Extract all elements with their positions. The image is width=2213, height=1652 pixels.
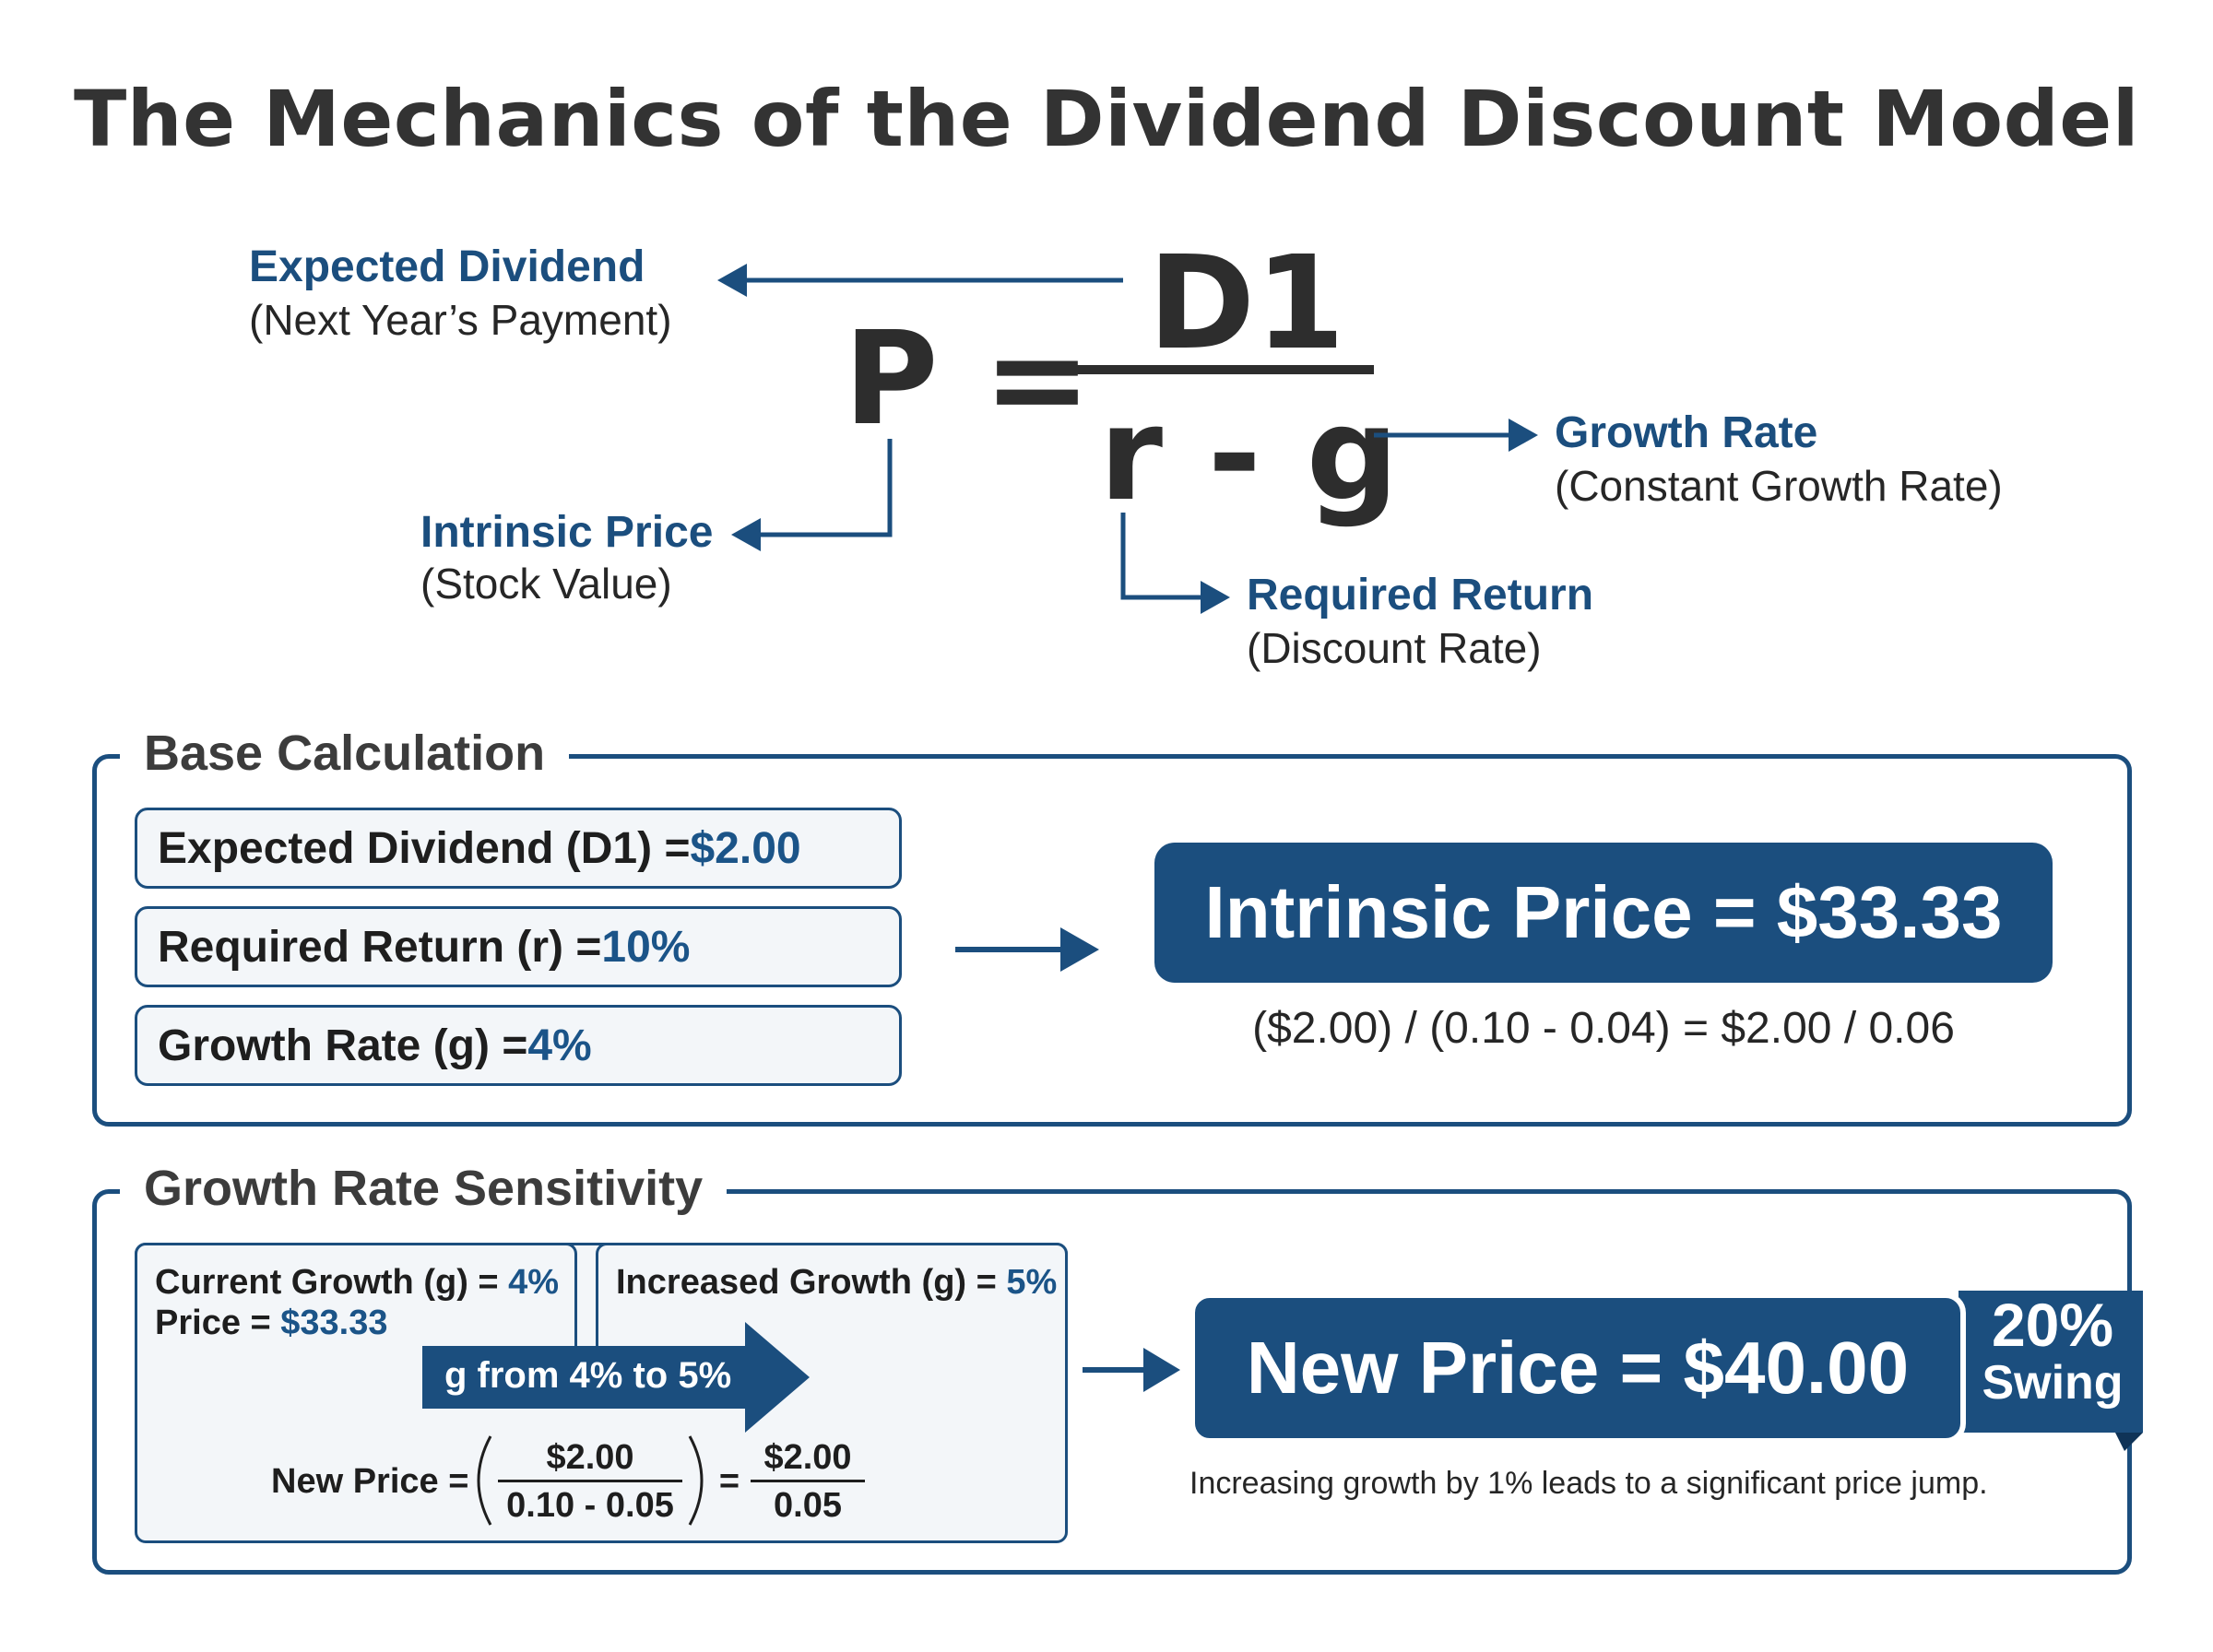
growth-rate-sub: (Constant Growth Rate) — [1555, 462, 2003, 510]
intrinsic-price-sub: (Stock Value) — [420, 560, 672, 608]
fraction2-numerator: $2.00 — [763, 1438, 852, 1477]
fraction2-bar — [751, 1480, 865, 1482]
input-label: Growth Rate (g) = — [158, 1021, 528, 1070]
swing-text: 20% Swing — [1968, 1294, 2137, 1407]
new-price-label: New Price = — [271, 1462, 469, 1501]
input-value: 4% — [527, 1021, 592, 1070]
arrow-right-icon — [955, 927, 1099, 972]
arrow-right-icon — [1509, 419, 1538, 452]
arrow-right-icon — [1083, 1348, 1180, 1392]
expected-dividend-sub: (Next Year’s Payment) — [249, 296, 672, 344]
fraction-bar — [1077, 365, 1374, 374]
intrinsic-price-heading: Intrinsic Price — [420, 508, 714, 557]
input-expected-dividend: Expected Dividend (D1) = $2.00 — [135, 808, 902, 889]
arrow-right-icon — [1201, 581, 1230, 614]
current-growth-box — [135, 1243, 577, 1366]
sensitivity-note: Increasing growth by 1% leads to a signi… — [1189, 1466, 1988, 1501]
input-value: 10% — [601, 922, 691, 972]
new-price-result: New Price = $40.00 — [1189, 1292, 1966, 1444]
connector-arrows — [717, 264, 1538, 614]
arrow-left-icon — [717, 264, 747, 297]
input-label: Expected Dividend (D1) = — [158, 823, 691, 873]
fraction1-bar — [498, 1480, 682, 1482]
growth-change-arrow — [422, 1322, 810, 1433]
current-growth-text: Current Growth (g) = 4% — [155, 1263, 560, 1302]
parentheses — [477, 1435, 704, 1526]
page-title: The Mechanics of the Dividend Discount M… — [73, 74, 2139, 164]
equals-sign: = — [718, 1462, 740, 1501]
growth-rate-heading: Growth Rate — [1555, 408, 1818, 457]
fraction1-denominator: 0.10 - 0.05 — [506, 1486, 674, 1525]
input-growth-rate: Growth Rate (g) = 4% — [135, 1005, 902, 1086]
required-return-heading: Required Return — [1247, 571, 1594, 620]
arrow-left-icon — [731, 518, 761, 551]
input-required-return: Required Return (r) = 10% — [135, 906, 902, 987]
required-return-sub: (Discount Rate) — [1247, 624, 1542, 672]
current-price-text: Price = $33.33 — [155, 1304, 388, 1342]
swing-word: Swing — [1982, 1356, 2124, 1410]
fraction2-denominator: 0.05 — [774, 1486, 842, 1525]
increased-growth-text: Increased Growth (g) = 5% — [616, 1263, 1058, 1302]
fraction1-numerator: $2.00 — [546, 1438, 634, 1477]
expected-dividend-heading: Expected Dividend — [249, 242, 645, 291]
formula-denominator: r - g — [1099, 380, 1399, 530]
input-label: Required Return (r) = — [158, 922, 602, 972]
swing-tag — [1959, 1291, 2143, 1451]
base-equation: ($2.00) / (0.10 - 0.04) = $2.00 / 0.06 — [1252, 1004, 1955, 1053]
growth-change-label: g from 4% to 5% — [444, 1355, 732, 1396]
increased-growth-box — [596, 1243, 1068, 1366]
formula-numerator: D1 — [1148, 229, 1345, 379]
input-value: $2.00 — [690, 823, 801, 873]
sensitivity-title: Growth Rate Sensitivity — [120, 1160, 728, 1217]
intrinsic-price-result: Intrinsic Price = $33.33 — [1154, 843, 2053, 983]
swing-percent: 20% — [1991, 1291, 2114, 1359]
base-calculation-section — [92, 754, 2132, 1127]
formula-lhs: P = — [844, 304, 1092, 454]
base-calculation-title: Base Calculation — [120, 725, 570, 782]
